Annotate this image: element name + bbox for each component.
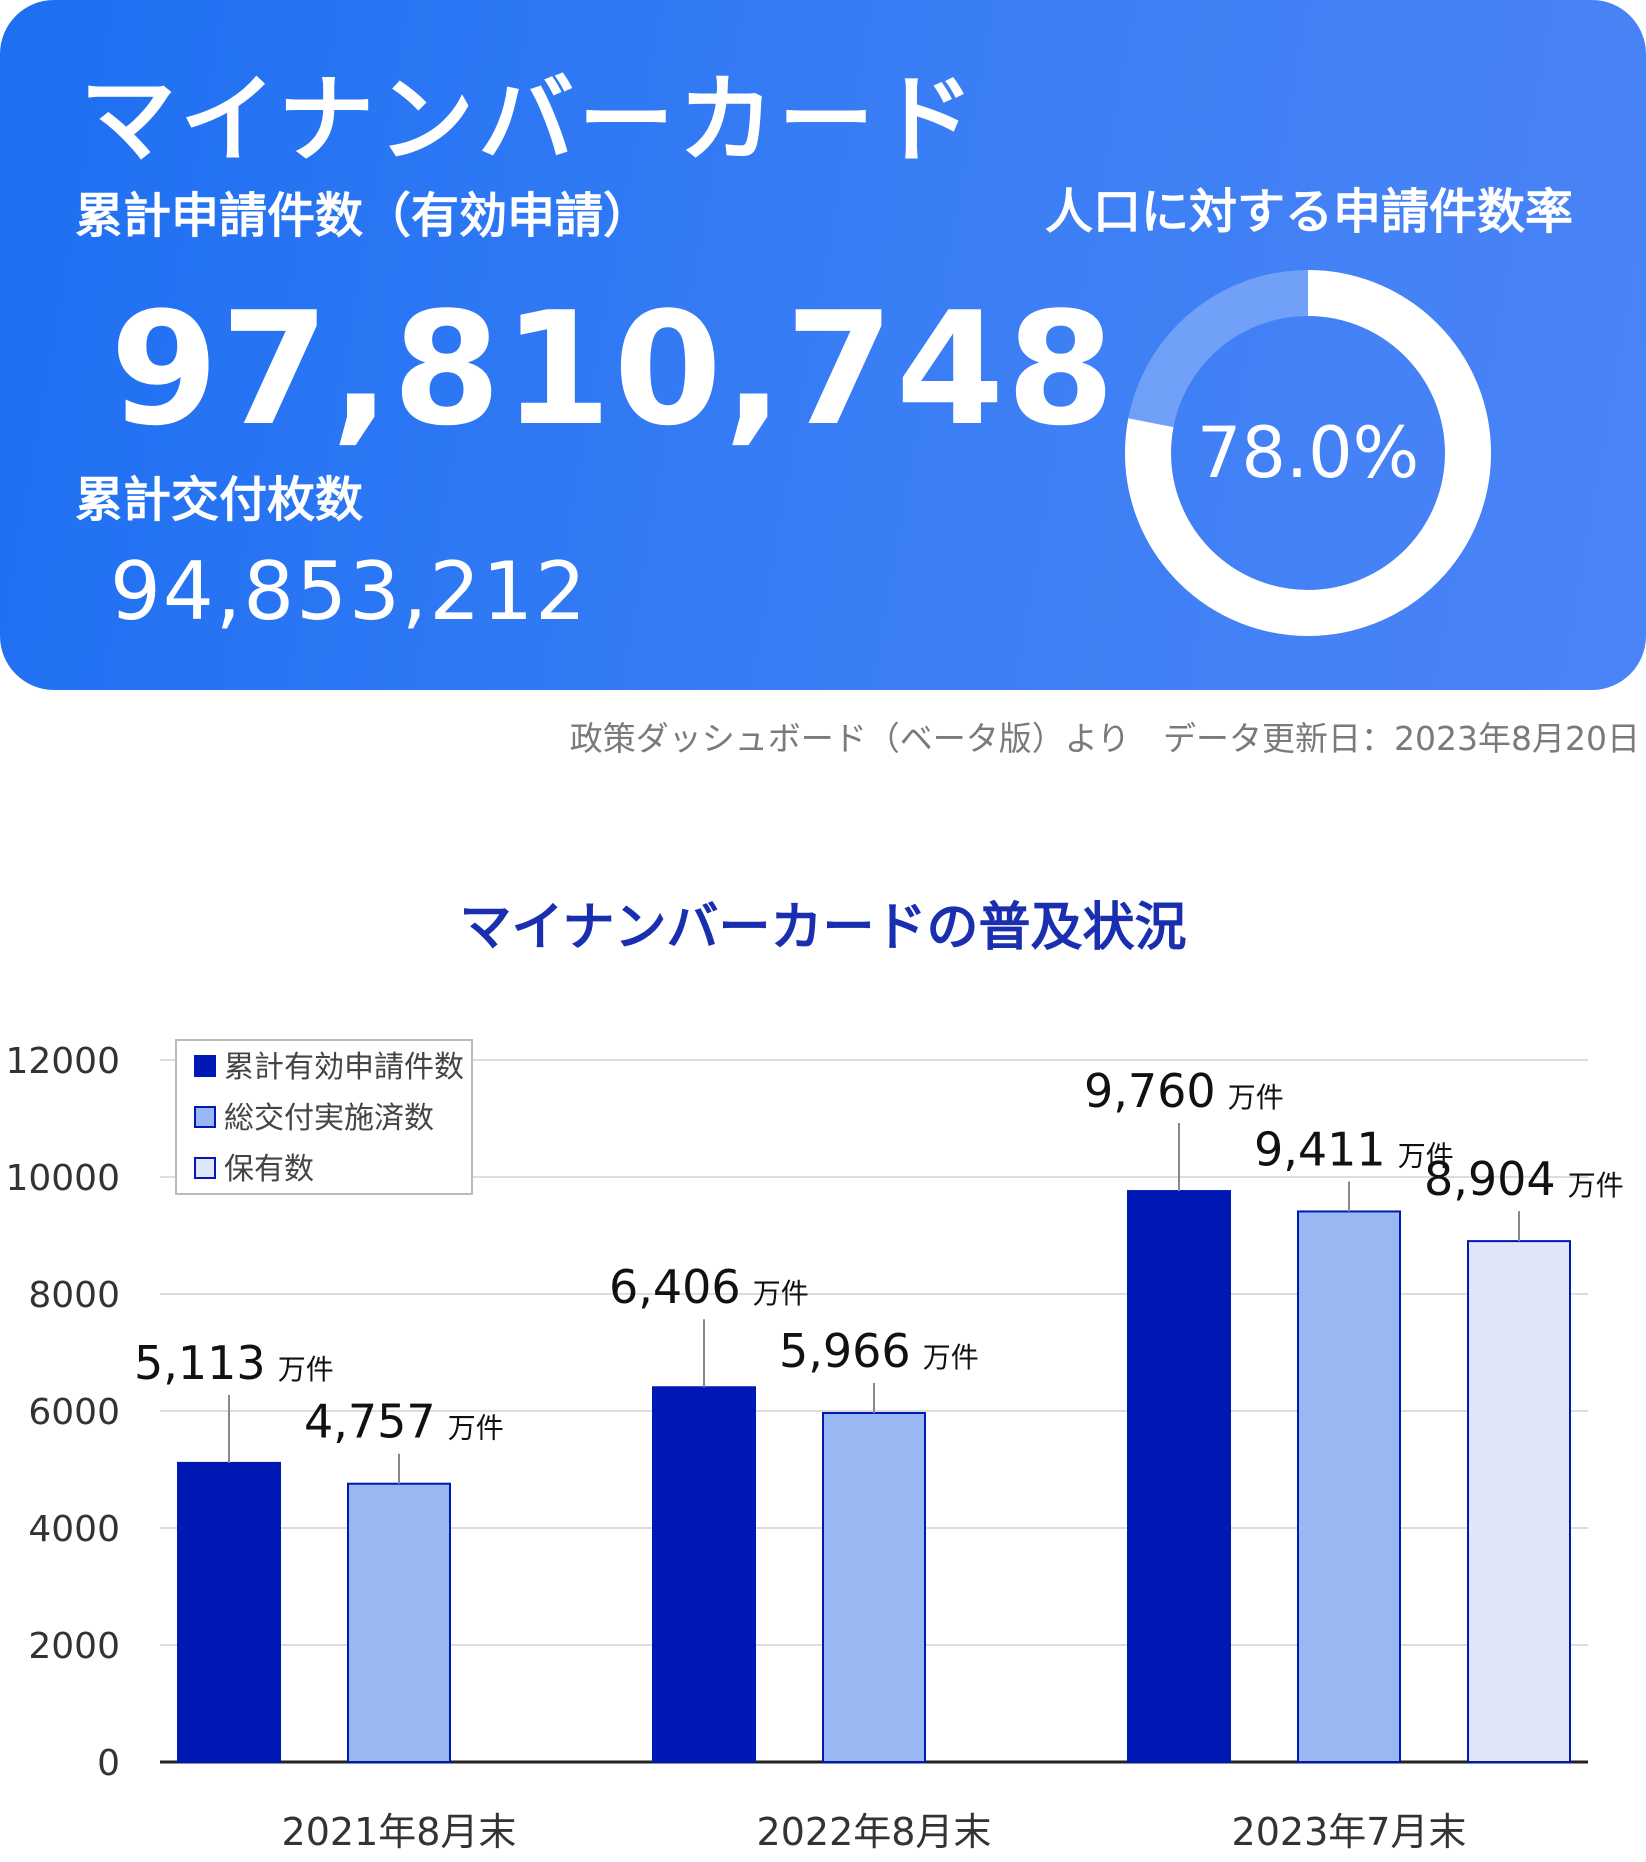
y-tick-label: 10000 — [5, 1158, 120, 1199]
summary-card: マイナンバーカード 累計申請件数（有効申請） 97,810,748 累計交付枚数… — [0, 0, 1646, 690]
legend-label: 保有数 — [224, 1152, 314, 1187]
legend-label: 累計有効申請件数 — [224, 1050, 464, 1085]
bar — [1297, 1210, 1401, 1764]
y-tick-label: 6000 — [28, 1392, 120, 1433]
data-label: 9,411 万件 — [1254, 1122, 1454, 1176]
y-tick-label: 8000 — [28, 1275, 120, 1316]
card-title: マイナンバーカード — [80, 64, 979, 176]
rate-label: 人口に対する申請件数率 — [1045, 184, 1574, 240]
source-note: 政策ダッシュボード（ベータ版）より データ更新日：2023年8月20日 — [569, 719, 1640, 758]
chart-title: マイナンバーカードの普及状況 — [459, 898, 1187, 958]
legend-swatch — [194, 1106, 216, 1128]
x-category-label: 2022年8月末 — [757, 1810, 992, 1854]
applications-value: 97,810,748 — [110, 278, 1117, 460]
legend-box — [175, 1039, 473, 1195]
y-axis-ticks: 0 2000 4000 6000 8000 10000 12000 — [5, 1041, 120, 1784]
legend-swatch — [194, 1157, 216, 1179]
y-tick-label: 12000 — [5, 1041, 120, 1082]
bar — [1127, 1190, 1231, 1764]
data-label: 9,760 万件 — [1084, 1064, 1284, 1118]
y-tick-label: 4000 — [28, 1509, 120, 1550]
data-label: 5,966 万件 — [779, 1324, 979, 1378]
bar — [822, 1411, 926, 1763]
y-tick-label: 0 — [97, 1743, 120, 1784]
data-label: 8,904 万件 — [1424, 1152, 1624, 1206]
y-tick-label: 2000 — [28, 1626, 120, 1667]
bar — [177, 1461, 281, 1764]
rate-donut — [1125, 270, 1491, 636]
x-category-label: 2021年8月末 — [282, 1810, 517, 1854]
bar — [652, 1386, 756, 1764]
rate-value: 78.0% — [1196, 412, 1420, 494]
bars — [177, 1190, 1571, 1764]
x-axis-categories: 2021年8月末 2022年8月末 2023年7月末 — [282, 1810, 1467, 1854]
legend-label: 総交付実施済数 — [224, 1101, 434, 1136]
bar — [347, 1482, 451, 1763]
issued-label: 累計交付枚数 — [75, 472, 364, 528]
legend-swatch — [194, 1055, 216, 1077]
data-label: 4,757 万件 — [304, 1395, 504, 1449]
applications-label: 累計申請件数（有効申請） — [75, 188, 652, 244]
data-labels: 5,113 万件4,757 万件 6,406 万件 5,966 万件 9,760 万件9,411… — [134, 1064, 1624, 1484]
data-label: 6,406 万件 — [609, 1260, 809, 1314]
x-category-label: 2023年7月末 — [1232, 1810, 1467, 1854]
issued-value: 94,853,212 — [110, 545, 589, 638]
bar — [1467, 1240, 1571, 1763]
data-label: 5,113 万件 — [134, 1336, 334, 1390]
donut-arc — [1125, 270, 1491, 636]
